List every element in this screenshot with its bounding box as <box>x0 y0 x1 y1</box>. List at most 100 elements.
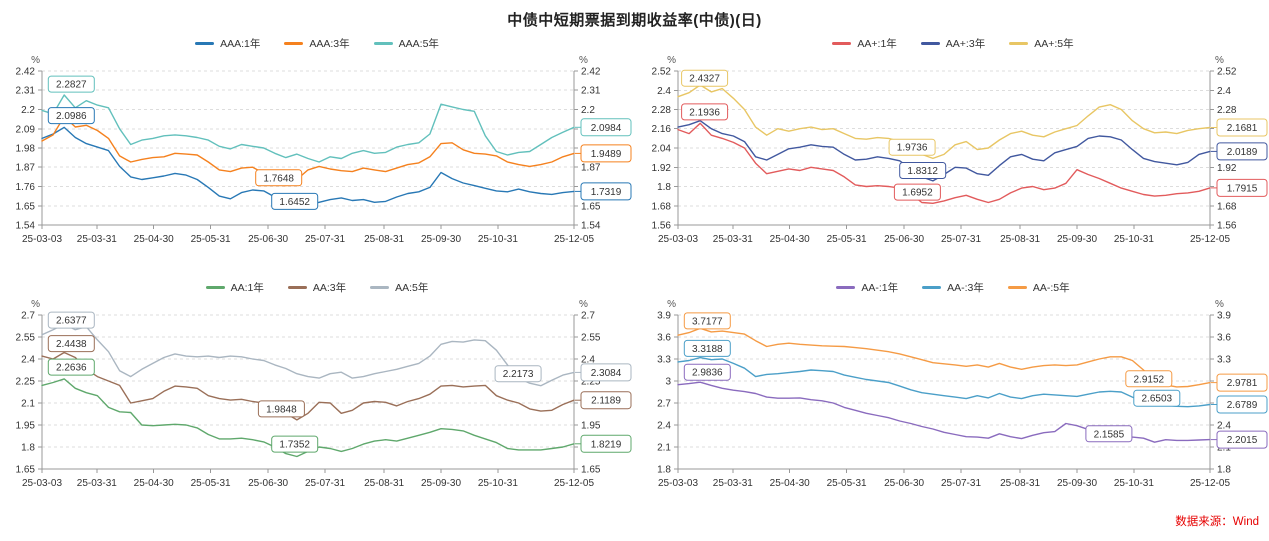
legend-item-AA:5年[interactable]: AA:5年 <box>370 280 428 295</box>
svg-text:2.1681: 2.1681 <box>1227 123 1258 134</box>
legend-item-AA+:1年[interactable]: AA+:1年 <box>832 36 897 51</box>
svg-text:2.55: 2.55 <box>581 333 601 344</box>
svg-text:1.54: 1.54 <box>581 221 601 232</box>
x-axis-ticks: 25-03-03 25-03-31 25-04-30 25-05-31 25-06-30… <box>658 469 1230 489</box>
value-label: 2.9836 <box>683 363 731 381</box>
value-label: 2.6377 <box>47 311 95 329</box>
latest-value-label: 2.6789 <box>1211 395 1268 414</box>
svg-text:1.8312: 1.8312 <box>907 166 938 177</box>
svg-text:1.8: 1.8 <box>21 443 35 454</box>
y-grid-and-ticks: 1.561.561.681.681.81.81.921.922.042.042.… <box>652 67 1237 232</box>
chart-block-aaa: AAA:1年 AAA:3年 AAA:5年 %% 1.54 1.54 1.65 1.65 1.7… <box>2 33 632 265</box>
svg-text:1.92: 1.92 <box>1217 163 1237 174</box>
svg-text:2.25: 2.25 <box>581 377 601 388</box>
value-label: 1.7648 <box>255 169 303 187</box>
svg-text:1.76: 1.76 <box>16 182 36 193</box>
latest-value-label: 1.7319 <box>575 182 632 201</box>
chart-svg: %%1.651.651.81.81.951.952.12.12.252.252.… <box>16 299 632 489</box>
svg-text:25-08-31: 25-08-31 <box>364 478 404 489</box>
legend-item-AA-:1年[interactable]: AA-:1年 <box>836 280 898 295</box>
legend-item-AAA:3年[interactable]: AAA:3年 <box>284 36 350 51</box>
svg-text:2.7: 2.7 <box>657 399 671 410</box>
y-axis-unit-left: % <box>31 55 40 66</box>
svg-text:25-03-31: 25-03-31 <box>77 234 117 245</box>
svg-text:25-06-30: 25-06-30 <box>884 234 924 245</box>
value-label: 1.8312 <box>899 162 947 179</box>
svg-text:3: 3 <box>665 377 671 388</box>
legend-label: AA-:5年 <box>1032 282 1070 294</box>
legend-item-AAA:5年[interactable]: AAA:5年 <box>373 36 439 51</box>
svg-text:25-03-03: 25-03-03 <box>22 234 62 245</box>
legend-aa-plus: AA+:1年 AA+:3年 AA+:5年 <box>638 35 1268 52</box>
svg-text:1.7915: 1.7915 <box>1227 183 1258 194</box>
latest-value-label: 2.9781 <box>1211 373 1268 392</box>
legend-label: AA+:3年 <box>945 38 986 50</box>
legend-item-AA:3年[interactable]: AA:3年 <box>287 280 347 295</box>
svg-text:2.2: 2.2 <box>21 105 35 116</box>
legend-item-AA+:3年[interactable]: AA+:3年 <box>920 36 986 51</box>
svg-text:25-10-31: 25-10-31 <box>478 478 518 489</box>
legend-swatch <box>832 42 852 45</box>
svg-text:1.68: 1.68 <box>1217 201 1237 212</box>
svg-text:1.98: 1.98 <box>16 144 36 155</box>
legend-item-AA+:5年[interactable]: AA+:5年 <box>1009 36 1074 51</box>
legend-label: AA:5年 <box>395 282 429 294</box>
svg-text:2.31: 2.31 <box>581 86 601 97</box>
legend-swatch <box>205 286 225 289</box>
legend-label: AA:3年 <box>312 282 347 294</box>
svg-text:2.28: 2.28 <box>652 105 672 116</box>
legend-item-AA:1年[interactable]: AA:1年 <box>205 280 264 295</box>
svg-text:2.31: 2.31 <box>16 86 36 97</box>
svg-text:1.8: 1.8 <box>1217 465 1231 476</box>
svg-text:3.9: 3.9 <box>657 311 671 322</box>
value-label: 3.7177 <box>683 312 731 330</box>
chart-block-aa-plus: AA+:1年 AA+:3年 AA+:5年 %% 1.56 1.56 1.68 1.68 1.8… <box>638 33 1268 265</box>
latest-value-label: 2.0984 <box>575 118 632 137</box>
svg-text:1.95: 1.95 <box>16 421 36 432</box>
svg-text:1.56: 1.56 <box>652 221 672 232</box>
value-label: 2.2827 <box>47 75 95 93</box>
svg-text:1.65: 1.65 <box>581 201 601 212</box>
axes <box>677 315 1211 470</box>
svg-text:25-10-31: 25-10-31 <box>1114 234 1154 245</box>
svg-text:2.3084: 2.3084 <box>591 368 622 379</box>
series-line-AA-:3年 <box>677 356 1211 408</box>
chart-aa: %%1.651.651.81.81.951.952.12.12.252.252.… <box>2 297 632 509</box>
value-label: 2.2636 <box>47 358 95 376</box>
svg-text:2.4: 2.4 <box>1217 421 1231 432</box>
svg-text:2.6789: 2.6789 <box>1227 400 1258 411</box>
legend-item-AA-:5年[interactable]: AA-:5年 <box>1007 280 1070 295</box>
svg-text:25-05-31: 25-05-31 <box>827 234 867 245</box>
legend-label: AAA:1年 <box>220 38 261 50</box>
legend-item-AA-:3年[interactable]: AA-:3年 <box>922 280 984 295</box>
legend-label: AAA:3年 <box>309 38 350 50</box>
legend-item-AAA:1年[interactable]: AAA:1年 <box>195 36 260 51</box>
svg-text:2.1: 2.1 <box>657 443 671 454</box>
legend-label: AA-:1年 <box>861 282 899 294</box>
svg-text:1.65: 1.65 <box>581 465 601 476</box>
svg-text:1.68: 1.68 <box>652 201 672 212</box>
value-label: 1.6452 <box>271 192 319 210</box>
series-line-AA:5年 <box>41 323 575 387</box>
legend-label: AAA:5年 <box>398 38 439 50</box>
y-axis-unit-right: % <box>1215 55 1224 66</box>
svg-text:2.9152: 2.9152 <box>1134 374 1165 385</box>
data-source: 数据来源：Wind <box>1175 516 1259 528</box>
svg-text:25-09-30: 25-09-30 <box>421 478 461 489</box>
chart-aaa: %%1.541.541.651.651.761.761.871.871.981.… <box>2 53 632 265</box>
legend-swatch <box>287 286 307 289</box>
legend-label: AA:1年 <box>230 282 264 294</box>
latest-value-label: 1.7915 <box>1211 178 1268 197</box>
y-axis-unit-right: % <box>1215 299 1224 310</box>
svg-text:2.4: 2.4 <box>581 355 595 366</box>
svg-text:25-04-30: 25-04-30 <box>770 478 810 489</box>
svg-text:25-08-31: 25-08-31 <box>364 234 404 245</box>
svg-text:2.6377: 2.6377 <box>56 316 87 327</box>
latest-value-label: 1.9489 <box>575 144 632 163</box>
value-label: 1.6952 <box>893 183 941 201</box>
svg-text:25-06-30: 25-06-30 <box>884 478 924 489</box>
svg-text:25-08-31: 25-08-31 <box>1000 234 1040 245</box>
svg-text:25-10-31: 25-10-31 <box>1114 478 1154 489</box>
